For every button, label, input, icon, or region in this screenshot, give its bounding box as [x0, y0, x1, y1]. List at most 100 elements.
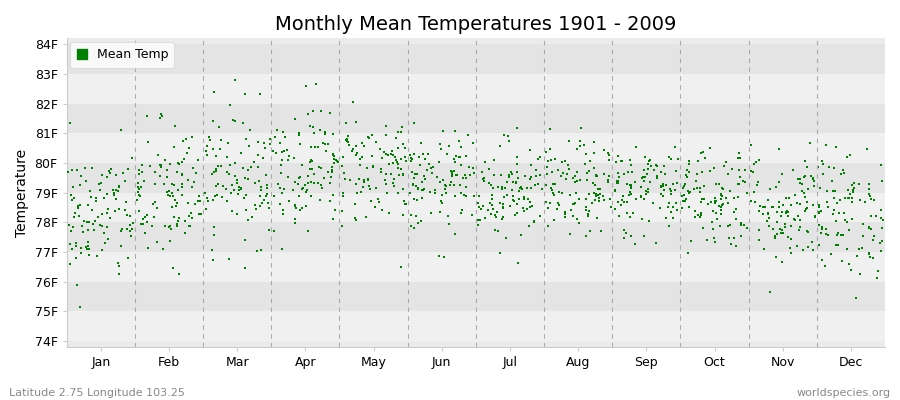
Point [491, 184, 505, 191]
Point [298, 182, 312, 188]
Point [209, 153, 223, 160]
Point [734, 222, 748, 228]
Point [510, 124, 525, 131]
Point [241, 216, 256, 223]
Point [292, 130, 306, 136]
Point [171, 187, 185, 193]
Point [171, 160, 185, 166]
Point [100, 191, 114, 198]
Title: Monthly Mean Temperatures 1901 - 2009: Monthly Mean Temperatures 1901 - 2009 [275, 15, 677, 34]
Point [231, 191, 246, 197]
Point [694, 196, 708, 202]
Point [778, 224, 792, 230]
Point [206, 118, 220, 124]
Point [79, 178, 94, 184]
Point [610, 152, 625, 159]
Point [166, 214, 181, 220]
Point [845, 216, 859, 222]
Point [175, 184, 189, 190]
Point [497, 194, 511, 200]
Point [494, 186, 508, 192]
Point [815, 224, 830, 230]
Point [841, 186, 855, 193]
Point [132, 186, 147, 192]
Point [296, 185, 310, 191]
Point [382, 210, 396, 216]
Point [601, 173, 616, 179]
Point [715, 193, 729, 200]
Point [669, 168, 683, 174]
Point [616, 171, 631, 177]
Point [708, 181, 723, 188]
Point [602, 195, 616, 202]
Point [388, 154, 402, 160]
Point [775, 227, 789, 233]
Bar [67, 252, 885, 282]
Point [653, 183, 668, 190]
Point [254, 184, 268, 190]
Point [867, 196, 881, 203]
Point [379, 132, 393, 138]
Point [488, 227, 502, 233]
Point [875, 225, 889, 231]
Point [374, 206, 389, 213]
Point [318, 131, 332, 137]
Point [682, 161, 697, 168]
Point [410, 196, 424, 203]
Point [130, 183, 145, 190]
Point [80, 245, 94, 252]
Point [281, 174, 295, 180]
Point [74, 244, 88, 251]
Point [448, 159, 463, 166]
Point [523, 146, 537, 153]
Point [293, 174, 308, 180]
Point [694, 150, 708, 156]
Point [847, 180, 861, 186]
Point [406, 182, 420, 188]
Point [638, 154, 652, 160]
Point [77, 165, 92, 172]
Point [637, 174, 652, 180]
Point [662, 186, 677, 192]
Point [568, 200, 582, 207]
Point [348, 215, 363, 222]
Point [477, 175, 491, 181]
Point [862, 250, 877, 256]
Point [361, 134, 375, 140]
Point [786, 166, 800, 173]
Point [581, 213, 596, 220]
Point [663, 155, 678, 162]
Point [842, 191, 857, 198]
Point [150, 204, 165, 211]
Point [455, 207, 470, 214]
Point [361, 177, 375, 184]
Point [359, 214, 374, 220]
Point [732, 166, 746, 173]
Point [745, 168, 760, 175]
Point [781, 194, 796, 201]
Point [134, 220, 148, 227]
Point [382, 161, 396, 168]
Point [700, 237, 715, 243]
Point [793, 217, 807, 223]
Point [580, 176, 594, 183]
Point [680, 167, 694, 173]
Point [628, 179, 643, 185]
Point [708, 198, 723, 204]
Point [775, 171, 789, 177]
Point [155, 112, 169, 119]
Point [112, 183, 126, 190]
Point [529, 167, 544, 173]
Point [280, 147, 294, 153]
Point [539, 171, 554, 177]
Point [435, 191, 449, 198]
Point [118, 207, 132, 214]
Point [81, 239, 95, 245]
Point [727, 195, 742, 201]
Point [795, 181, 809, 188]
Point [634, 194, 648, 200]
Point [233, 185, 248, 191]
Point [459, 184, 473, 190]
Point [213, 146, 228, 152]
Point [85, 194, 99, 201]
